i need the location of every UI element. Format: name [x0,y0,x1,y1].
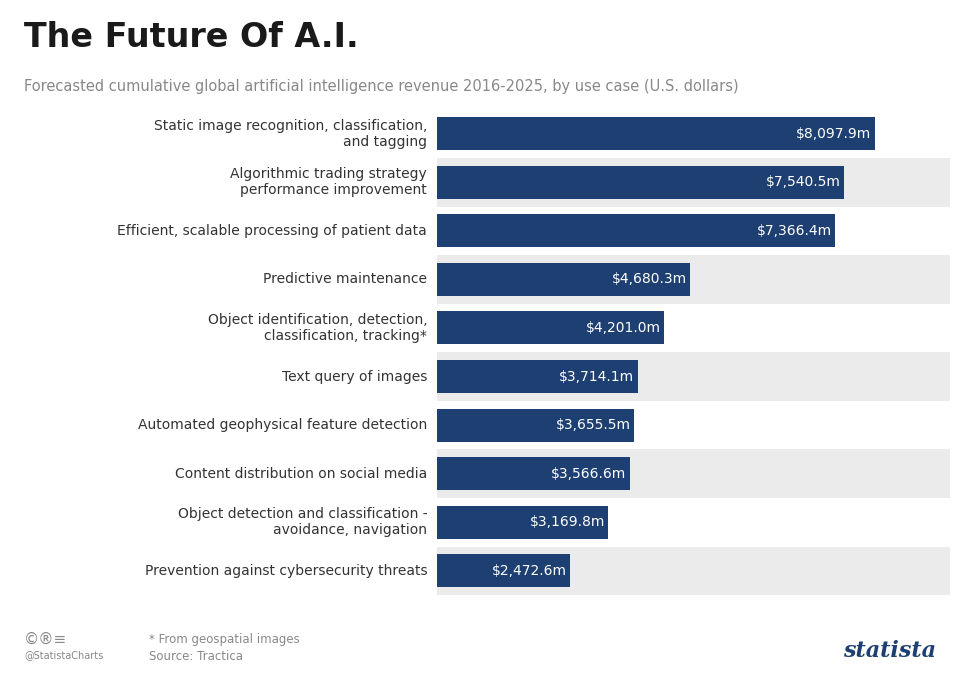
Text: $3,169.8m: $3,169.8m [530,515,605,529]
Text: $8,097.9m: $8,097.9m [796,127,872,141]
Bar [437,449,950,498]
Bar [437,109,950,158]
Bar [437,255,950,304]
Text: Efficient, scalable processing of patient data: Efficient, scalable processing of patien… [117,224,427,238]
Bar [437,263,690,296]
Bar [437,498,950,547]
Text: $3,655.5m: $3,655.5m [556,418,631,432]
Bar [437,117,875,150]
Bar [437,408,635,442]
Bar [437,401,950,449]
Bar [437,457,630,490]
Text: $3,714.1m: $3,714.1m [560,369,635,384]
Bar [437,554,570,588]
Text: $4,201.0m: $4,201.0m [586,321,660,335]
Text: Source: Tractica: Source: Tractica [149,650,243,663]
Bar [437,311,664,345]
Text: $7,540.5m: $7,540.5m [766,175,841,189]
Text: The Future Of A.I.: The Future Of A.I. [24,21,359,53]
Bar [437,505,609,539]
Bar [437,207,950,255]
Text: $2,472.6m: $2,472.6m [492,564,567,578]
Text: $3,566.6m: $3,566.6m [551,466,626,481]
Text: Automated geophysical feature detection: Automated geophysical feature detection [138,418,427,432]
Text: Prevention against cybersecurity threats: Prevention against cybersecurity threats [145,564,427,578]
Text: $4,680.3m: $4,680.3m [612,272,686,287]
Text: Algorithmic trading strategy
performance improvement: Algorithmic trading strategy performance… [230,167,427,198]
Text: statista: statista [843,640,936,662]
Text: @StatistaCharts: @StatistaCharts [24,650,104,660]
Bar [437,214,835,248]
Text: ©®≡: ©®≡ [24,632,67,647]
Text: Forecasted cumulative global artificial intelligence revenue 2016-2025, by use c: Forecasted cumulative global artificial … [24,79,738,94]
Text: * From geospatial images: * From geospatial images [149,633,300,646]
Text: Content distribution on social media: Content distribution on social media [175,466,427,481]
Bar [437,360,637,393]
Bar [437,547,950,595]
Bar [437,352,950,401]
Text: Static image recognition, classification,
and tagging: Static image recognition, classification… [154,118,427,149]
Text: Object detection and classification -
avoidance, navigation: Object detection and classification - av… [178,507,427,538]
Bar [437,158,950,207]
Text: Text query of images: Text query of images [282,369,427,384]
Text: $7,366.4m: $7,366.4m [756,224,831,238]
Bar [437,166,845,199]
Bar [437,304,950,352]
Text: Object identification, detection,
classification, tracking*: Object identification, detection, classi… [207,313,427,343]
Text: Predictive maintenance: Predictive maintenance [263,272,427,287]
